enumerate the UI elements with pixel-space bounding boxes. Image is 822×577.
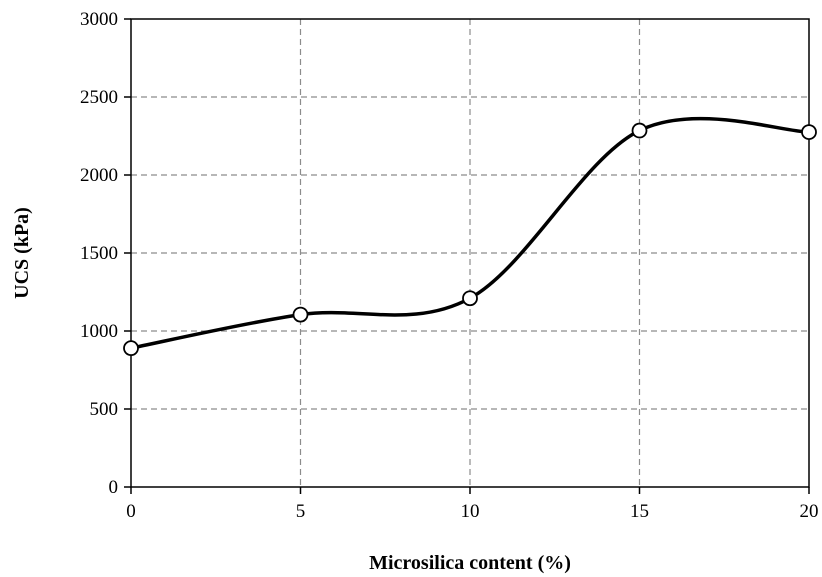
axis-ticks [124,18,810,494]
y-tick-label: 2500 [80,87,118,108]
x-tick-label: 10 [461,501,480,522]
y-tick-label: 500 [90,399,119,420]
y-tick-label: 0 [109,477,119,498]
tick-labels: 0 500 1000 1500 2000 2500 3000 0 5 10 15 20 [80,9,819,522]
y-tick-label: 1500 [80,243,118,264]
y-tick-label: 3000 [80,9,118,30]
grid-lines [131,19,809,487]
y-tick-label: 1000 [80,321,118,342]
x-tick-label: 15 [630,501,649,522]
data-point-marker [462,290,478,307]
x-tick-label: 20 [800,501,819,522]
data-point-marker [123,340,139,357]
x-tick-label: 5 [296,501,306,522]
series-layer [123,116,817,357]
data-point-marker [631,122,648,139]
data-point-marker [801,124,817,141]
x-tick-label: 0 [126,501,136,522]
x-axis-title: Microsilica content (%) [369,552,571,574]
y-tick-label: 2000 [80,165,118,186]
data-point-marker [292,306,309,323]
y-axis-title: UCS (kPa) [11,207,33,299]
